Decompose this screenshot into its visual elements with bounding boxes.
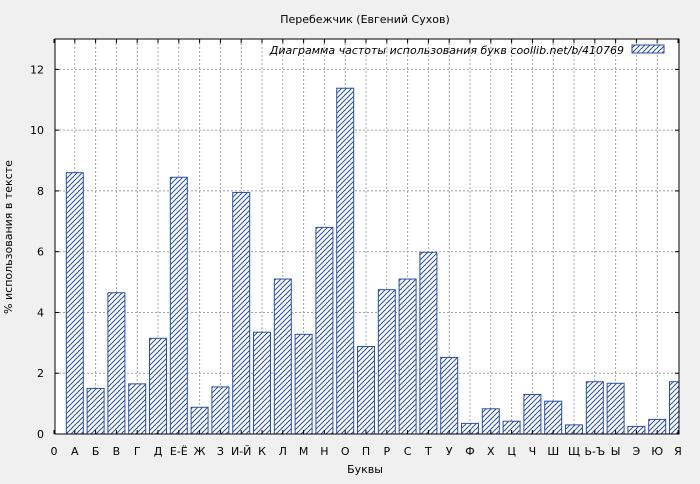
- bar: [273, 278, 292, 435]
- bar: [190, 406, 209, 435]
- bar: [294, 333, 313, 435]
- bar: [107, 292, 126, 435]
- bar: [523, 394, 542, 435]
- x-tick-label: Ч: [529, 445, 537, 458]
- bar: [419, 251, 438, 435]
- chart-title: Перебежчик (Евгений Сухов): [280, 13, 450, 26]
- bar: [232, 191, 251, 435]
- bar: [585, 381, 604, 435]
- x-tick-label: И-Й: [231, 445, 251, 458]
- x-axis-label: Буквы: [347, 463, 383, 476]
- bar: [606, 382, 625, 435]
- x-tick-label: Ж: [194, 445, 206, 458]
- x-tick-label: Б: [92, 445, 100, 458]
- bar: [336, 87, 355, 435]
- x-tick-label: А: [71, 445, 79, 458]
- x-tick-label: Ш: [547, 445, 559, 458]
- x-tick-label: Я: [674, 445, 682, 458]
- bar: [169, 176, 188, 435]
- bar: [149, 337, 167, 435]
- x-tick-label: 0: [51, 445, 58, 458]
- x-tick-label: Ц: [507, 445, 516, 458]
- x-tick-label: Х: [487, 445, 495, 458]
- y-tick-label: 8: [37, 185, 44, 198]
- y-tick-label: 10: [30, 124, 44, 137]
- y-tick-label: 12: [30, 63, 44, 76]
- bar: [253, 331, 271, 435]
- bar: [669, 381, 680, 435]
- plot-frame: [54, 38, 680, 435]
- x-tick-label: Е-Ё: [170, 445, 188, 458]
- bar: [315, 226, 334, 435]
- x-tick-label: М: [299, 445, 309, 458]
- y-tick-label: 2: [37, 367, 44, 380]
- bar: [544, 400, 563, 435]
- x-tick-label: В: [113, 445, 121, 458]
- x-tick-label: С: [404, 445, 412, 458]
- y-tick-label: 4: [37, 306, 44, 319]
- legend-swatch: [631, 44, 665, 54]
- x-tick-label: К: [258, 445, 266, 458]
- x-tick-label: Э: [633, 445, 641, 458]
- x-tick-label: Н: [320, 445, 328, 458]
- y-tick-label: 0: [37, 428, 44, 441]
- x-tick-label: Ь-Ъ: [584, 445, 605, 458]
- x-tick-label: Л: [279, 445, 287, 458]
- x-tick-label: Ы: [611, 445, 621, 458]
- x-tick-label: Ю: [651, 445, 663, 458]
- legend: Диаграмма частоты использования букв coo…: [269, 44, 665, 57]
- bar: [398, 278, 417, 435]
- x-tick-label: Р: [383, 445, 390, 458]
- x-tick-label: П: [362, 445, 370, 458]
- bar: [211, 386, 230, 435]
- x-tick-label: О: [341, 445, 350, 458]
- bar: [65, 172, 84, 435]
- x-tick-label: Т: [424, 445, 432, 458]
- bar: [128, 383, 147, 435]
- bar: [377, 289, 396, 435]
- y-axis-label: % использования в тексте: [2, 160, 15, 314]
- x-tick-label: З: [217, 445, 224, 458]
- x-tick-label: Ф: [465, 445, 474, 458]
- y-tick-label: 6: [37, 246, 44, 259]
- x-tick-label: Д: [154, 445, 163, 458]
- bar: [86, 387, 105, 435]
- x-tick-label: Г: [134, 445, 141, 458]
- bar: [440, 356, 459, 435]
- bars: [65, 87, 680, 435]
- x-tick-label: Щ: [568, 445, 580, 458]
- bar: [357, 345, 375, 435]
- x-tick-label: У: [446, 445, 453, 458]
- legend-label: Диаграмма частоты использования букв coo…: [269, 44, 624, 57]
